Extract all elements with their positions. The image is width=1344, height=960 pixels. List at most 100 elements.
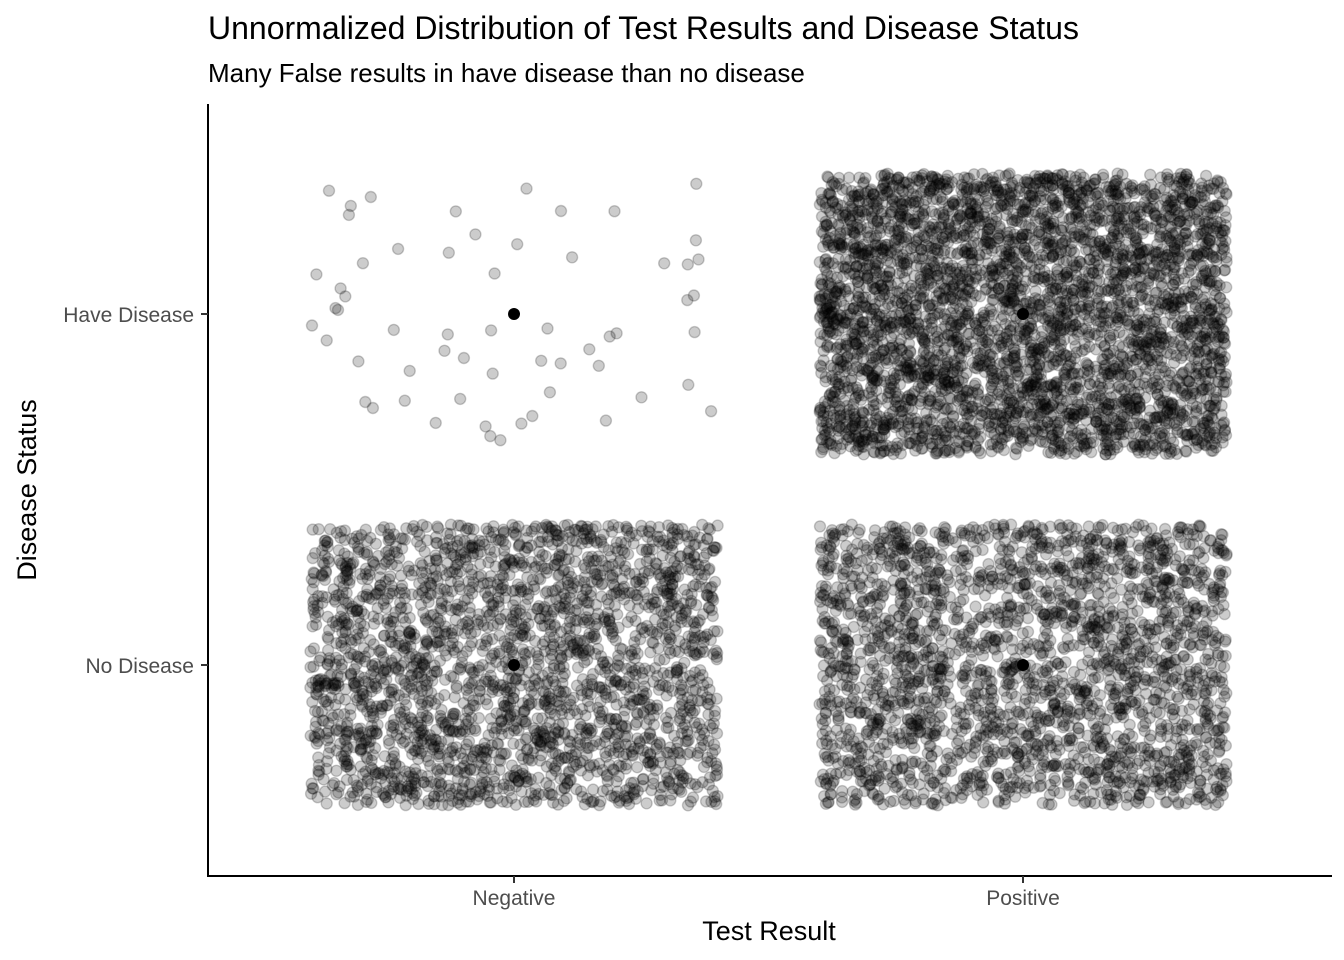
data-point: [580, 532, 593, 545]
data-point: [532, 698, 545, 711]
data-point: [686, 529, 699, 542]
data-point: [460, 683, 473, 697]
data-point: [845, 671, 859, 684]
data-point: [452, 580, 466, 593]
data-point: [482, 780, 496, 793]
data-point: [330, 744, 343, 757]
data-point: [466, 587, 479, 600]
data-point: [473, 685, 487, 698]
data-point: [622, 797, 636, 811]
data-point: [352, 545, 365, 559]
data-point: [475, 751, 488, 764]
data-point: [694, 664, 707, 677]
data-point: [434, 614, 447, 627]
data-point: [1037, 758, 1050, 771]
data-point: [377, 666, 390, 679]
data-point: [956, 746, 969, 759]
data-point: [463, 522, 476, 535]
data-point: [538, 732, 552, 745]
data-point: [1065, 734, 1079, 747]
data-point: [1114, 611, 1128, 624]
data-point: [543, 787, 556, 800]
data-point: [523, 629, 536, 642]
data-point: [488, 267, 501, 280]
data-point: [640, 545, 653, 558]
data-point: [537, 788, 550, 801]
data-points: [304, 167, 1233, 812]
data-point: [441, 716, 455, 729]
data-point: [626, 748, 639, 761]
data-point: [499, 557, 512, 570]
data-point: [981, 532, 994, 545]
data-point: [954, 633, 968, 646]
data-point: [1021, 779, 1035, 792]
data-point: [537, 685, 550, 698]
data-point: [1168, 590, 1182, 603]
data-point: [1206, 625, 1220, 639]
data-point: [546, 738, 560, 751]
data-point: [1001, 591, 1014, 604]
data-point: [446, 712, 459, 725]
data-point: [629, 588, 642, 602]
data-point: [421, 615, 434, 629]
data-point: [484, 584, 497, 597]
data-point: [306, 551, 319, 565]
data-point: [1217, 683, 1230, 697]
data-point: [1050, 716, 1064, 729]
data-point: [528, 679, 541, 692]
data-point: [842, 599, 855, 612]
data-point: [949, 564, 963, 578]
data-point: [484, 712, 497, 725]
data-point: [662, 777, 676, 791]
data-point: [473, 534, 486, 547]
data-point: [1043, 788, 1057, 802]
data-point: [406, 770, 420, 784]
data-point: [1160, 637, 1173, 650]
data-point: [562, 579, 575, 592]
data-point: [606, 625, 620, 638]
data-point: [415, 734, 428, 748]
data-point: [912, 726, 925, 739]
data-point: [326, 616, 339, 629]
data-point: [521, 541, 534, 555]
data-point: [957, 544, 970, 557]
data-point: [586, 783, 600, 796]
data-point: [394, 569, 408, 582]
data-point: [544, 652, 557, 665]
data-point: [546, 585, 559, 598]
data-point: [612, 796, 626, 809]
data-point: [464, 787, 477, 801]
data-point: [561, 751, 574, 765]
data-point: [424, 609, 437, 622]
data-point: [643, 712, 656, 726]
data-point: [630, 575, 643, 588]
data-point: [653, 738, 667, 751]
data-point: [640, 717, 653, 731]
data-point: [617, 696, 630, 709]
data-point: [463, 639, 477, 653]
data-point: [419, 581, 432, 594]
data-point: [1000, 747, 1013, 760]
data-point: [479, 420, 492, 433]
data-point: [636, 773, 649, 786]
data-point: [485, 531, 498, 544]
data-point: [599, 559, 612, 573]
data-point: [492, 738, 505, 751]
data-point: [845, 655, 859, 668]
data-point: [644, 520, 657, 533]
data-point: [1054, 660, 1068, 674]
data-point: [304, 787, 318, 800]
data-point: [1206, 609, 1219, 622]
data-point: [479, 639, 492, 652]
data-point: [644, 748, 657, 761]
data-point: [535, 354, 548, 367]
data-point: [456, 618, 469, 631]
data-point: [649, 661, 662, 675]
data-point: [484, 796, 498, 809]
data-point: [375, 699, 389, 712]
data-point: [357, 620, 371, 633]
data-point: [690, 648, 703, 661]
data-point: [708, 704, 722, 718]
data-point: [1193, 662, 1207, 675]
